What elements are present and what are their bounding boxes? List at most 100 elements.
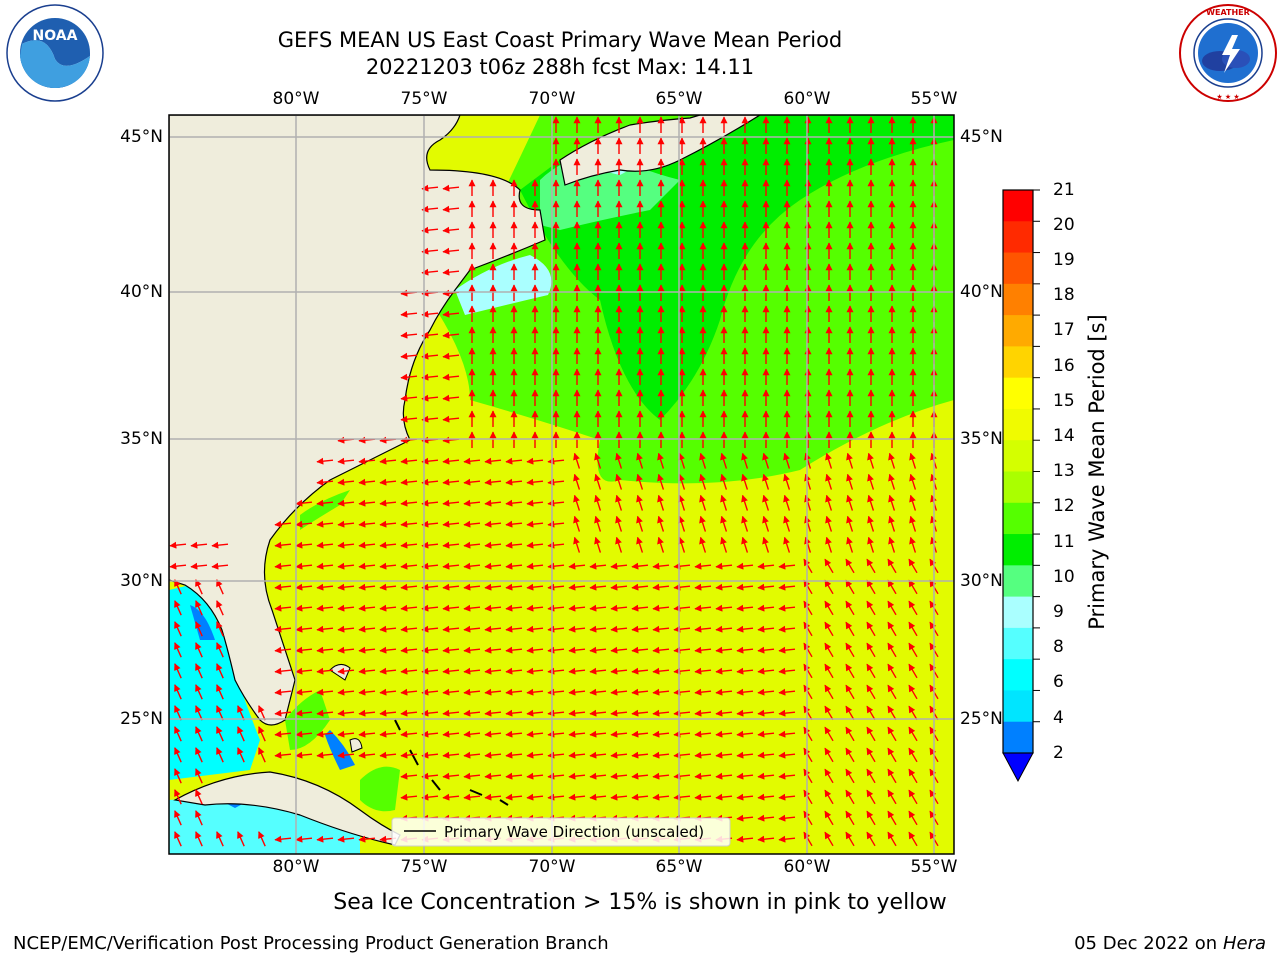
- wave-direction-arrow: [174, 663, 182, 679]
- wave-direction-arrow: [379, 520, 397, 528]
- wave-direction-arrow: [757, 730, 775, 738]
- wave-direction-arrow: [909, 473, 917, 490]
- wave-direction-arrow: [845, 642, 855, 658]
- wave-direction-arrow: [400, 499, 418, 507]
- wave-direction-arrow: [908, 579, 918, 595]
- wave-direction-arrow: [867, 494, 875, 511]
- wave-direction-arrow: [573, 515, 581, 532]
- wave-direction-arrow: [866, 621, 876, 637]
- wave-direction-arrow: [442, 688, 460, 696]
- wave-direction-arrow: [547, 730, 565, 738]
- wave-direction-arrow: [824, 768, 834, 784]
- wave-direction-arrow: [337, 499, 355, 507]
- wave-direction-arrow: [887, 810, 897, 826]
- wave-direction-arrow: [631, 583, 649, 591]
- wave-direction-arrow: [736, 583, 754, 591]
- wave-direction-arrow: [258, 705, 266, 721]
- wave-direction-arrow: [589, 688, 607, 696]
- wave-direction-arrow: [845, 600, 855, 616]
- wave-direction-arrow: [652, 772, 670, 780]
- wave-direction-arrow: [803, 600, 813, 616]
- wave-direction-arrow: [589, 625, 607, 633]
- wave-direction-arrow: [568, 604, 586, 612]
- wave-direction-arrow: [866, 831, 876, 847]
- wave-direction-arrow: [379, 730, 397, 738]
- wave-direction-arrow: [615, 494, 623, 511]
- wave-direction-arrow: [526, 709, 544, 717]
- wave-direction-arrow: [484, 709, 502, 717]
- wave-direction-arrow: [547, 793, 565, 801]
- wave-direction-arrow: [657, 473, 665, 490]
- wave-direction-arrow: [678, 452, 686, 469]
- wave-direction-arrow: [379, 688, 397, 696]
- wave-direction-arrow: [736, 667, 754, 675]
- wave-direction-arrow: [757, 835, 775, 843]
- wave-direction-arrow: [547, 688, 565, 696]
- wave-direction-arrow: [568, 667, 586, 675]
- wave-direction-arrow: [526, 772, 544, 780]
- wave-direction-arrow: [442, 268, 460, 276]
- wave-direction-arrow: [568, 772, 586, 780]
- wave-direction-arrow: [358, 688, 376, 696]
- wave-direction-arrow: [908, 621, 918, 637]
- wave-direction-arrow: [887, 747, 897, 763]
- wave-direction-arrow: [757, 709, 775, 717]
- wave-direction-arrow: [678, 536, 686, 553]
- wave-direction-arrow: [652, 562, 670, 570]
- wave-direction-arrow: [757, 751, 775, 759]
- wave-direction-arrow: [887, 621, 897, 637]
- wave-direction-arrow: [867, 473, 875, 490]
- wave-direction-arrow: [505, 625, 523, 633]
- wave-direction-arrow: [678, 494, 686, 511]
- wave-direction-arrow: [174, 768, 182, 784]
- wave-direction-arrow: [568, 625, 586, 633]
- wave-direction-arrow: [358, 562, 376, 570]
- colorbar-tick: 19: [1053, 250, 1075, 270]
- wave-direction-arrow: [866, 747, 876, 763]
- wave-direction-arrow: [908, 663, 918, 679]
- wave-direction-arrow: [699, 515, 707, 532]
- wave-direction-arrow: [174, 579, 182, 595]
- lon-label-bottom: 60°W: [783, 857, 831, 877]
- wave-direction-arrow: [400, 751, 418, 759]
- wave-direction-arrow: [505, 709, 523, 717]
- wave-direction-arrow: [888, 494, 896, 511]
- wave-direction-arrow: [652, 688, 670, 696]
- wave-direction-arrow: [174, 747, 182, 763]
- wave-direction-arrow: [589, 772, 607, 780]
- wave-direction-arrow: [845, 579, 855, 595]
- wave-direction-arrow: [195, 600, 203, 616]
- lat-label-left: 25°N: [120, 709, 163, 729]
- wave-direction-arrow: [400, 793, 418, 801]
- wave-direction-arrow: [358, 730, 376, 738]
- wave-direction-arrow: [547, 709, 565, 717]
- wave-direction-arrow: [803, 579, 813, 595]
- wave-direction-arrow: [442, 583, 460, 591]
- wave-direction-arrow: [720, 515, 728, 532]
- wave-direction-arrow: [908, 747, 918, 763]
- wave-direction-arrow: [316, 751, 334, 759]
- wave-direction-arrow: [908, 810, 918, 826]
- wave-direction-arrow: [589, 583, 607, 591]
- colorbar-tick: 12: [1053, 496, 1075, 516]
- wave-direction-arrow: [237, 705, 245, 721]
- wave-direction-arrow: [803, 621, 813, 637]
- wave-direction-arrow: [295, 604, 313, 612]
- wave-direction-arrow: [631, 793, 649, 801]
- wave-direction-arrow: [400, 394, 418, 402]
- wave-direction-arrow: [694, 646, 712, 654]
- wave-direction-arrow: [673, 646, 691, 654]
- wave-direction-arrow: [295, 562, 313, 570]
- wave-direction-arrow: [400, 520, 418, 528]
- wave-direction-arrow: [909, 452, 917, 469]
- wave-direction-arrow: [720, 452, 728, 469]
- wave-direction-arrow: [589, 667, 607, 675]
- wave-direction-arrow: [757, 625, 775, 633]
- colorbar-tick: 20: [1053, 215, 1075, 235]
- wave-direction-arrow: [652, 751, 670, 759]
- wave-direction-arrow: [484, 772, 502, 780]
- wave-direction-arrow: [887, 831, 897, 847]
- wave-direction-arrow: [573, 494, 581, 511]
- wave-direction-arrow: [778, 667, 796, 675]
- wave-direction-arrow: [825, 515, 833, 532]
